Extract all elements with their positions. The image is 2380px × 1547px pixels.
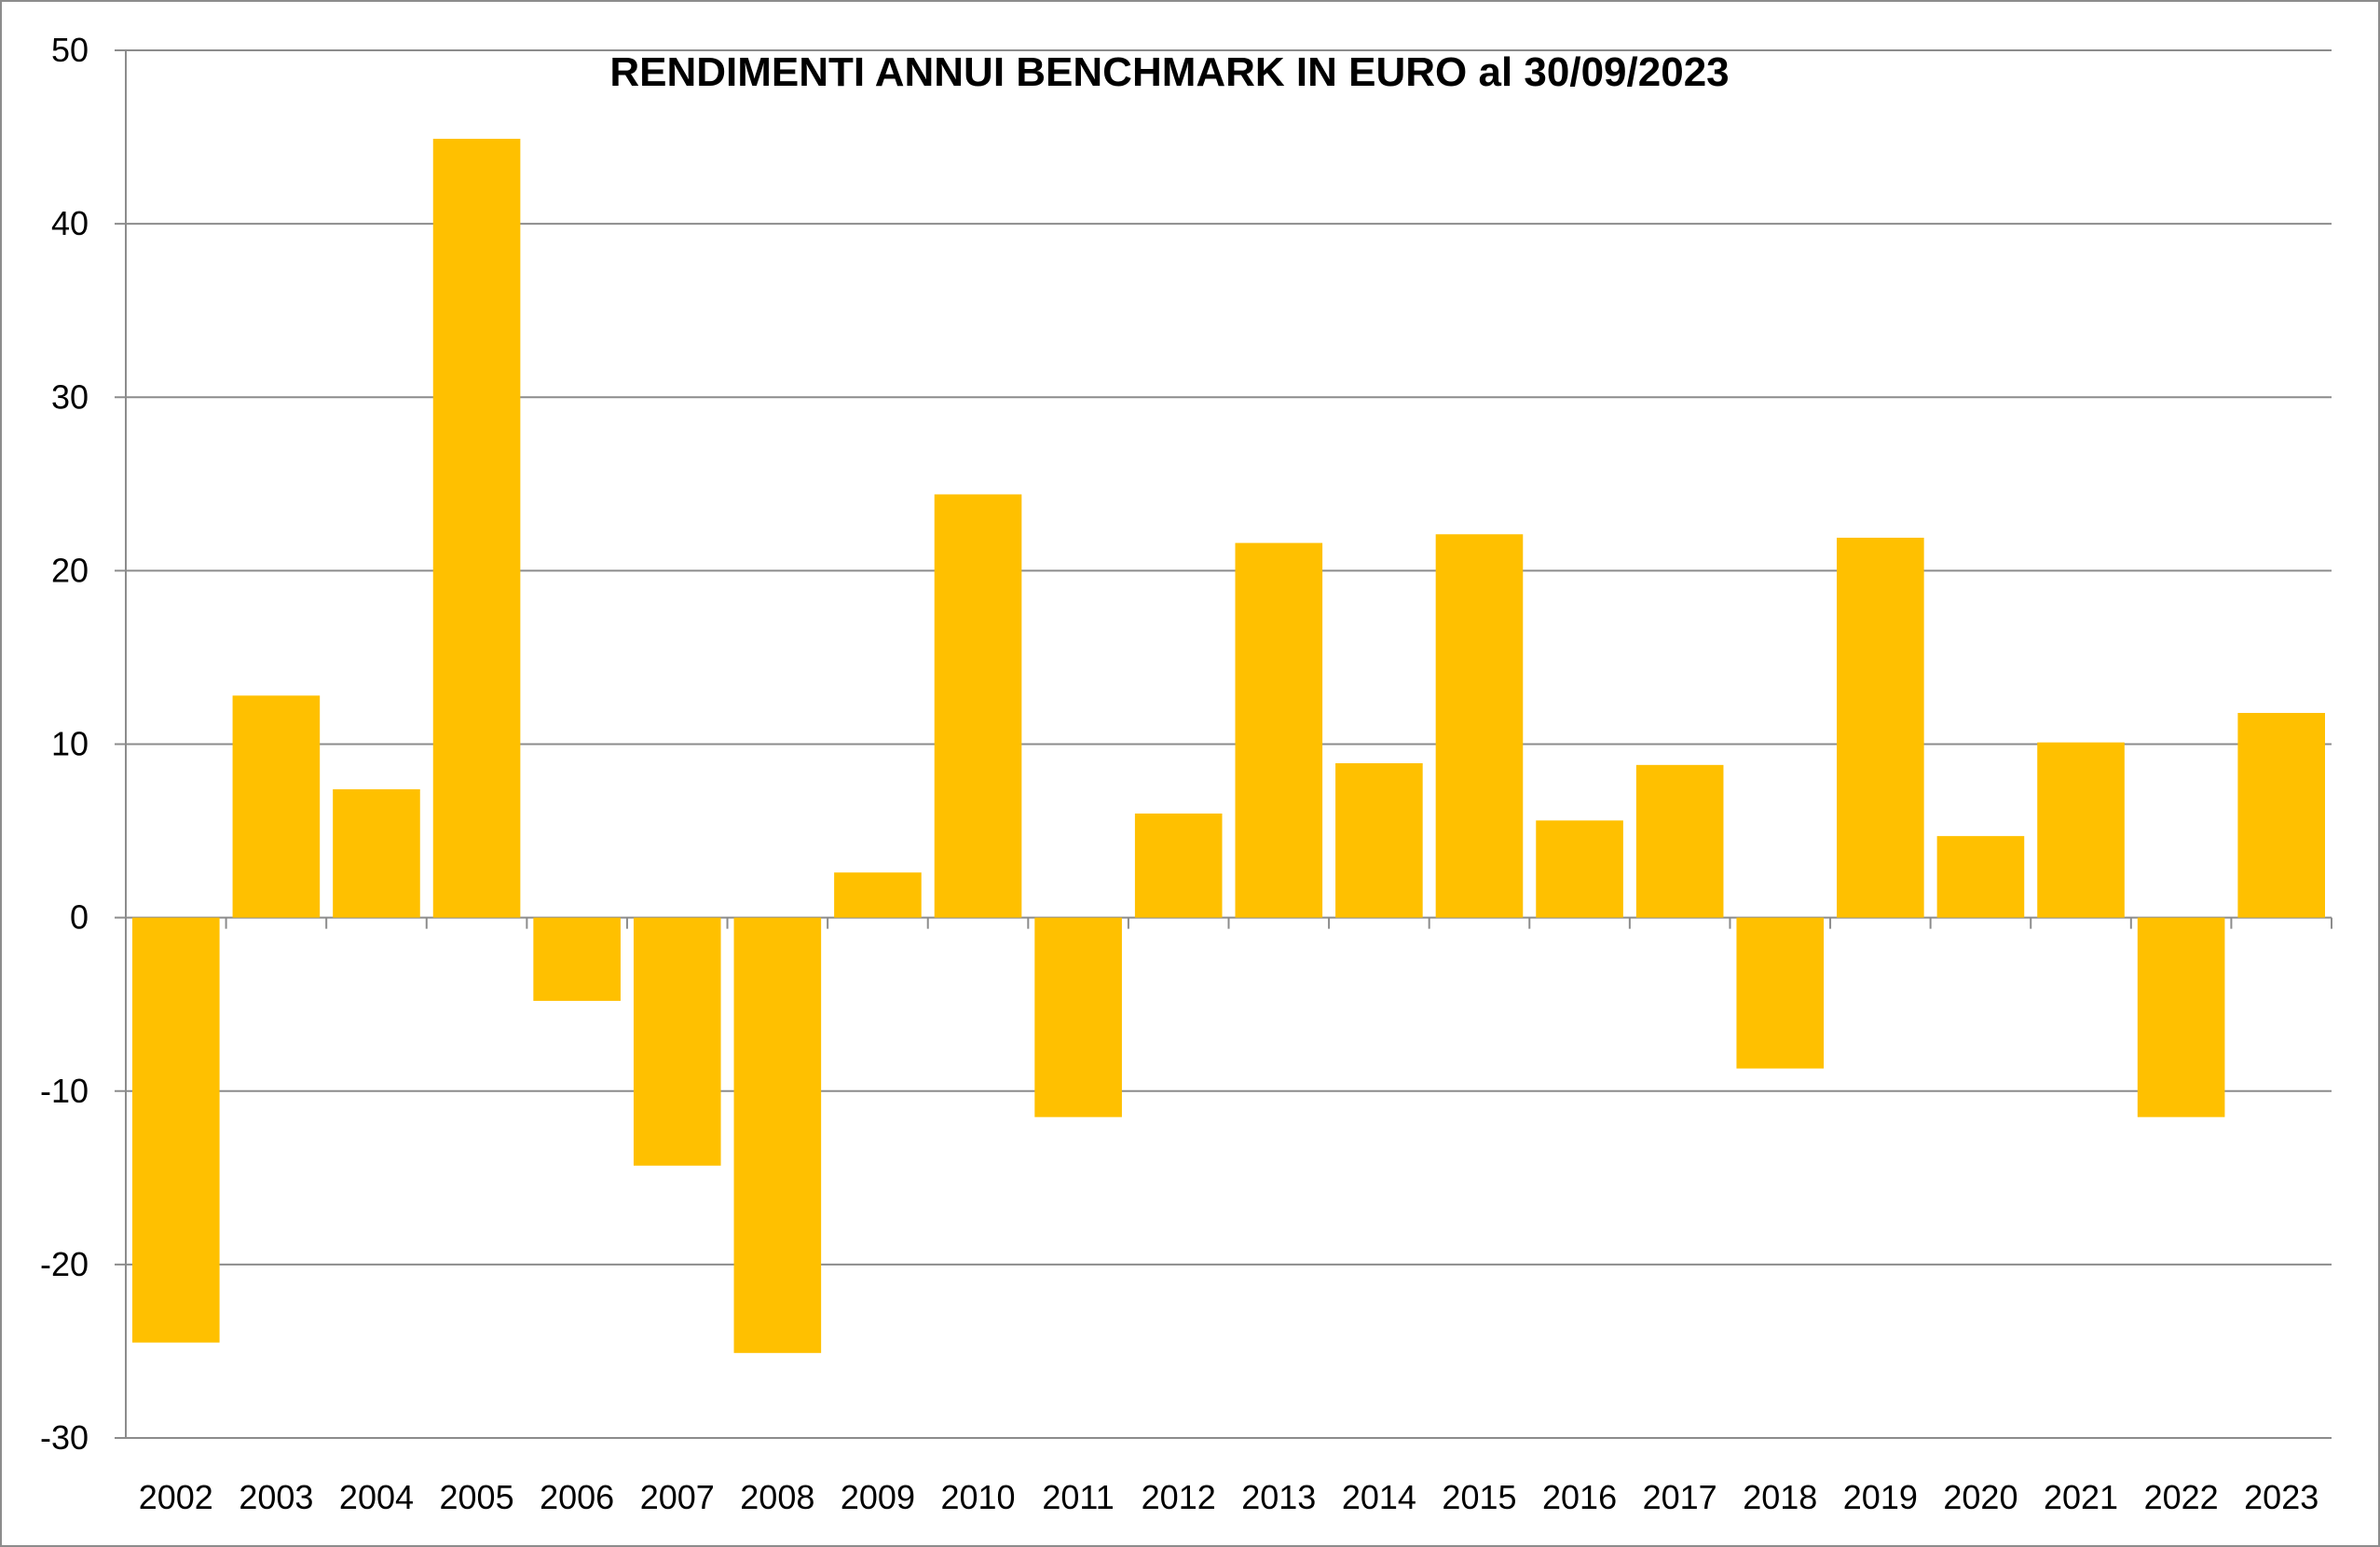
y-tick-label: 0 (70, 898, 89, 937)
x-tick-label: 2018 (1743, 1478, 1817, 1516)
x-tick-label: 2004 (339, 1478, 414, 1516)
bar-2010 (934, 494, 1022, 918)
bar-2015 (1435, 534, 1524, 918)
x-tick-label: 2003 (239, 1478, 313, 1516)
x-tick-label: 2012 (1142, 1478, 1216, 1516)
x-tick-label: 2021 (2044, 1478, 2118, 1516)
bar-2004 (333, 788, 420, 918)
y-tick-label: 10 (51, 725, 89, 763)
x-tick-label: 2002 (139, 1478, 213, 1516)
bar-2009 (834, 872, 922, 918)
x-tick-label: 2009 (841, 1478, 915, 1516)
bar-2013 (1235, 542, 1323, 918)
x-tick-label: 2020 (1943, 1478, 2018, 1516)
bar-2016 (1536, 820, 1623, 918)
x-tick-label: 2011 (1042, 1478, 1114, 1516)
y-tick-label: 40 (51, 204, 89, 242)
y-tick-label: 50 (51, 31, 89, 69)
x-tick-label: 2016 (1542, 1478, 1617, 1516)
bar-2020 (1936, 836, 2025, 918)
bar-2007 (633, 917, 721, 1166)
x-tick-label: 2015 (1442, 1478, 1516, 1516)
x-tick-label: 2014 (1342, 1478, 1416, 1516)
bar-2011 (1034, 917, 1122, 1117)
bar-2018 (1736, 917, 1825, 1069)
x-tick-label: 2023 (2244, 1478, 2318, 1516)
y-tick-label: -30 (40, 1418, 89, 1457)
x-tick-label: 2010 (940, 1478, 1015, 1516)
bar-2021 (2037, 742, 2125, 918)
bar-2022 (2137, 917, 2225, 1117)
x-tick-label: 2013 (1241, 1478, 1316, 1516)
y-tick-label: 30 (51, 377, 89, 416)
x-tick-label: 2022 (2144, 1478, 2219, 1516)
bar-2017 (1635, 764, 1724, 918)
y-tick-label: -10 (40, 1072, 89, 1110)
x-tick-label: 2006 (540, 1478, 614, 1516)
bar-2014 (1335, 762, 1423, 918)
bar-2008 (733, 917, 822, 1353)
y-tick-label: -20 (40, 1245, 89, 1283)
x-tick-label: 2008 (740, 1478, 814, 1516)
bar-2012 (1134, 813, 1223, 918)
bar-2003 (232, 695, 321, 918)
chart-title: RENDIMENTI ANNUI BENCHMARK IN EURO al 30… (609, 49, 1729, 95)
x-tick-label: 2019 (1843, 1478, 1918, 1516)
bar-2019 (1837, 538, 1924, 918)
bar-2006 (533, 917, 621, 1001)
y-axis: 50 40 30 20 10 0 -10 -20 -30 (40, 31, 127, 1457)
bar-2023 (2237, 712, 2326, 918)
x-tick-label: 2005 (440, 1478, 514, 1516)
y-tick-label: 20 (51, 551, 89, 589)
x-tick-label: 2017 (1643, 1478, 1717, 1516)
bars (131, 138, 2326, 1353)
x-axis: 2002 2003 2004 2005 2006 2007 2008 2009 2010 2011… (125, 917, 2332, 1516)
bar-2002 (131, 917, 220, 1343)
x-tick-label: 2007 (640, 1478, 715, 1516)
bar-2005 (432, 138, 521, 918)
